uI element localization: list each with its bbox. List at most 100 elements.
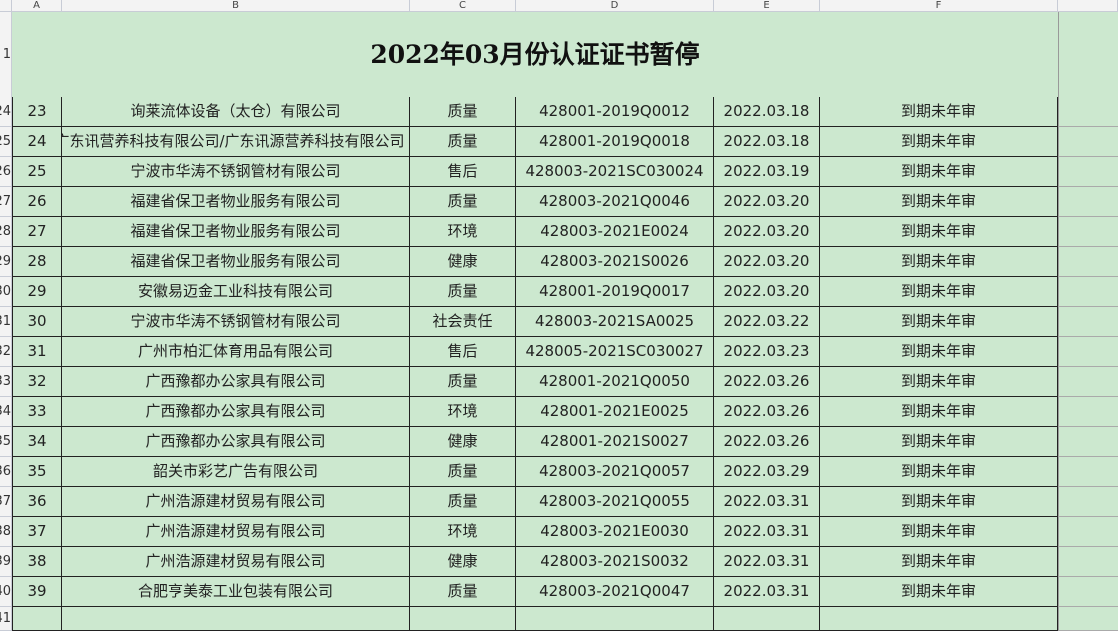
cell-type[interactable]: 环境 xyxy=(410,397,516,427)
cell-company[interactable]: 广西豫都办公家具有限公司 xyxy=(62,367,410,397)
cell-company[interactable]: 广西豫都办公家具有限公司 xyxy=(62,397,410,427)
cell-date[interactable]: 2022.03.23 xyxy=(714,337,820,367)
cell-cert[interactable]: 428003-2021Q0055 xyxy=(516,487,714,517)
empty-cell[interactable] xyxy=(62,607,410,631)
cell[interactable] xyxy=(1058,127,1118,157)
cell-date[interactable]: 2022.03.31 xyxy=(714,577,820,607)
cell-no[interactable]: 23 xyxy=(12,97,62,127)
cell-date[interactable]: 2022.03.26 xyxy=(714,427,820,457)
select-all-corner[interactable] xyxy=(0,0,12,12)
cell-date[interactable]: 2022.03.19 xyxy=(714,157,820,187)
row-header[interactable]: 27 xyxy=(0,187,12,217)
cell-cert[interactable]: 428001-2019Q0012 xyxy=(516,97,714,127)
cell[interactable] xyxy=(1058,12,1118,98)
cell-cert[interactable]: 428001-2021E0025 xyxy=(516,397,714,427)
cell[interactable] xyxy=(1058,607,1118,631)
cell-cert[interactable]: 428001-2019Q0017 xyxy=(516,277,714,307)
column-header[interactable]: B xyxy=(62,0,410,12)
cell-reason[interactable]: 到期未年审 xyxy=(820,427,1058,457)
cell-type[interactable]: 环境 xyxy=(410,517,516,547)
cell-no[interactable]: 35 xyxy=(12,457,62,487)
cell-cert[interactable]: 428001-2021S0027 xyxy=(516,427,714,457)
cell-reason[interactable]: 到期未年审 xyxy=(820,187,1058,217)
cell-cert[interactable]: 428003-2021E0030 xyxy=(516,517,714,547)
cell-no[interactable]: 24 xyxy=(12,127,62,157)
column-header[interactable] xyxy=(1058,0,1118,12)
cell[interactable] xyxy=(1058,247,1118,277)
cell-company[interactable]: 福建省保卫者物业服务有限公司 xyxy=(62,247,410,277)
cell-no[interactable]: 39 xyxy=(12,577,62,607)
cell-company[interactable]: 宁波市华涛不锈钢管材有限公司 xyxy=(62,307,410,337)
cell[interactable] xyxy=(1058,277,1118,307)
cell-cert[interactable]: 428003-2021Q0057 xyxy=(516,457,714,487)
row-header[interactable]: 35 xyxy=(0,427,12,457)
cell-no[interactable]: 38 xyxy=(12,547,62,577)
cell[interactable] xyxy=(1058,367,1118,397)
cell[interactable] xyxy=(1058,217,1118,247)
row-header[interactable]: 29 xyxy=(0,247,12,277)
cell-type[interactable]: 质量 xyxy=(410,577,516,607)
cell-type[interactable]: 质量 xyxy=(410,127,516,157)
cell-reason[interactable]: 到期未年审 xyxy=(820,397,1058,427)
cell[interactable] xyxy=(1058,157,1118,187)
cell-date[interactable]: 2022.03.20 xyxy=(714,277,820,307)
cell-reason[interactable]: 到期未年审 xyxy=(820,367,1058,397)
cell-reason[interactable]: 到期未年审 xyxy=(820,577,1058,607)
cell-no[interactable]: 32 xyxy=(12,367,62,397)
cell[interactable] xyxy=(1058,427,1118,457)
column-header[interactable]: E xyxy=(714,0,820,12)
cell-company[interactable]: 广州浩源建材贸易有限公司 xyxy=(62,517,410,547)
column-header[interactable]: F xyxy=(820,0,1058,12)
cell-date[interactable]: 2022.03.20 xyxy=(714,247,820,277)
cell-no[interactable]: 25 xyxy=(12,157,62,187)
row-header[interactable]: 33 xyxy=(0,367,12,397)
cell-company[interactable]: 福建省保卫者物业服务有限公司 xyxy=(62,187,410,217)
cell-type[interactable]: 健康 xyxy=(410,427,516,457)
row-header[interactable]: 25 xyxy=(0,127,12,157)
cell-company[interactable]: 广东讯营养科技有限公司/广东讯源营养科技有限公司 xyxy=(62,127,410,157)
cell-date[interactable]: 2022.03.18 xyxy=(714,127,820,157)
cell-date[interactable]: 2022.03.31 xyxy=(714,517,820,547)
cell-reason[interactable]: 到期未年审 xyxy=(820,127,1058,157)
cell-no[interactable]: 29 xyxy=(12,277,62,307)
row-header[interactable]: 40 xyxy=(0,577,12,607)
cell-date[interactable]: 2022.03.18 xyxy=(714,97,820,127)
cell-type[interactable]: 质量 xyxy=(410,97,516,127)
cell-date[interactable]: 2022.03.29 xyxy=(714,457,820,487)
cell[interactable] xyxy=(1058,547,1118,577)
cell-type[interactable]: 质量 xyxy=(410,277,516,307)
cell-company[interactable]: 福建省保卫者物业服务有限公司 xyxy=(62,217,410,247)
cell-reason[interactable]: 到期未年审 xyxy=(820,307,1058,337)
cell-type[interactable]: 质量 xyxy=(410,487,516,517)
cell-no[interactable]: 31 xyxy=(12,337,62,367)
cell-reason[interactable]: 到期未年审 xyxy=(820,487,1058,517)
column-header[interactable]: C xyxy=(410,0,516,12)
cell-date[interactable]: 2022.03.26 xyxy=(714,397,820,427)
cell-company[interactable]: 广州浩源建材贸易有限公司 xyxy=(62,547,410,577)
empty-cell[interactable] xyxy=(714,607,820,631)
cell-date[interactable]: 2022.03.31 xyxy=(714,487,820,517)
cell-cert[interactable]: 428001-2021Q0050 xyxy=(516,367,714,397)
row-header[interactable]: 37 xyxy=(0,487,12,517)
row-header[interactable]: 28 xyxy=(0,217,12,247)
row-header[interactable]: 38 xyxy=(0,517,12,547)
row-header[interactable]: 41 xyxy=(0,607,12,631)
cell-cert[interactable]: 428003-2021S0032 xyxy=(516,547,714,577)
cell-reason[interactable]: 到期未年审 xyxy=(820,547,1058,577)
row-header[interactable]: 24 xyxy=(0,97,12,127)
cell-no[interactable]: 36 xyxy=(12,487,62,517)
cell-type[interactable]: 健康 xyxy=(410,247,516,277)
cell-date[interactable]: 2022.03.20 xyxy=(714,217,820,247)
cell-cert[interactable]: 428003-2021S0026 xyxy=(516,247,714,277)
sheet-title[interactable]: 2022年03月份认证证书暂停 xyxy=(12,12,1058,98)
cell-cert[interactable]: 428003-2021E0024 xyxy=(516,217,714,247)
cell-date[interactable]: 2022.03.26 xyxy=(714,367,820,397)
cell[interactable] xyxy=(1058,577,1118,607)
cell-reason[interactable]: 到期未年审 xyxy=(820,157,1058,187)
cell-no[interactable]: 30 xyxy=(12,307,62,337)
row-header[interactable]: 39 xyxy=(0,547,12,577)
cell-no[interactable]: 33 xyxy=(12,397,62,427)
cell-company[interactable]: 韶关市彩艺广告有限公司 xyxy=(62,457,410,487)
cell-type[interactable]: 环境 xyxy=(410,217,516,247)
cell-cert[interactable]: 428001-2019Q0018 xyxy=(516,127,714,157)
